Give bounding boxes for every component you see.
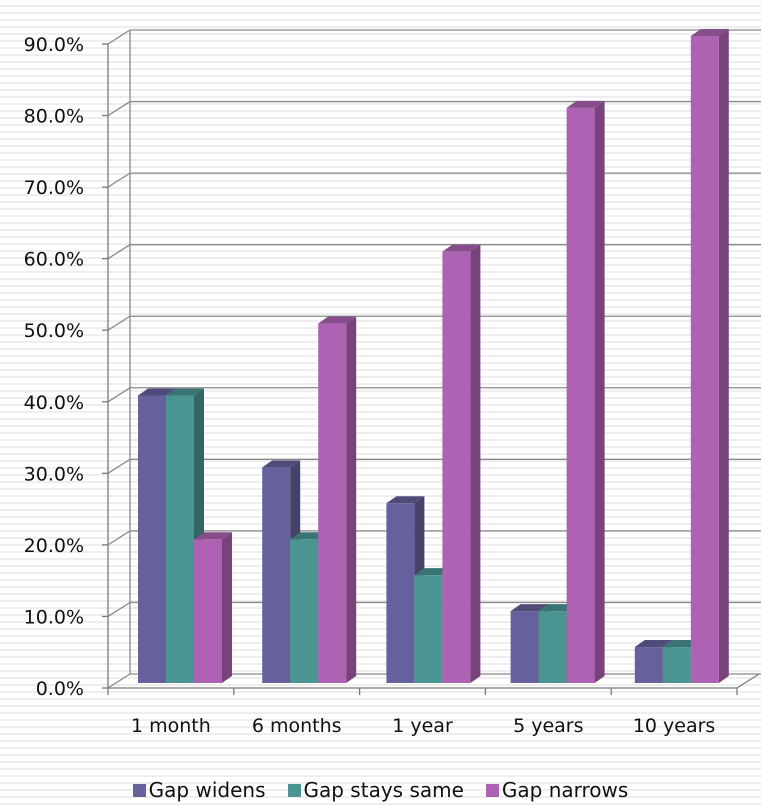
y-tick-label-20-0: 20.0% — [24, 535, 84, 557]
bar-gap-stays-same-10-years-front — [662, 647, 691, 683]
y-tick-label-10-0: 10.0% — [24, 606, 84, 628]
bar-gap-narrows-6-months-front — [318, 323, 347, 683]
bar-gap-narrows-1-year-top — [442, 244, 481, 252]
bar-gap-narrows-10-years-top — [690, 29, 729, 36]
gridline-diag-90-0 — [107, 29, 131, 45]
bar-gap-narrows-1-month-top — [194, 532, 232, 540]
bar-gap-widens-5-years-front — [510, 611, 539, 683]
y-tick-label-0-0: 0.0% — [36, 678, 84, 700]
bar-gap-narrows-10-years — [690, 29, 729, 683]
bar-gap-narrows-5-years-side — [594, 100, 605, 683]
bar-gap-narrows-1-year-side — [470, 244, 481, 683]
x-tick-label-10-years: 10 years — [633, 715, 716, 737]
x-tick-label-6-months: 6 months — [252, 715, 342, 737]
bar-gap-widens-1-month-top — [138, 388, 176, 396]
bar-gap-widens-6-months-front — [262, 467, 291, 683]
bar-gap-narrows-5-years-front — [566, 107, 595, 683]
bar-gap-widens-1-year-top — [386, 496, 425, 504]
x-tick-label-5-years: 5 years — [513, 715, 583, 737]
gridline-diag-60-0 — [107, 244, 131, 260]
bar-gap-narrows-1-month — [194, 532, 232, 683]
gridline-diag-70-0 — [107, 172, 131, 188]
gridline-diag-20-0 — [107, 530, 131, 546]
gridline-diag-30-0 — [107, 458, 131, 474]
y-tick-label-80-0: 80.0% — [24, 106, 84, 128]
bar-gap-stays-same-1-month-top — [166, 388, 204, 396]
bar-gap-stays-same-6-months-front — [290, 539, 319, 683]
bar-gap-narrows-1-year-front — [442, 251, 471, 683]
bar-gap-stays-same-5-years-front — [538, 611, 567, 683]
tick-labels: 0.0% 10.0% 20.0% 30.0% 40.0% 50.0% 60.0% 70.0% 8… — [24, 34, 716, 737]
legend-item-gap-narrows: Gap narrows — [485, 778, 629, 802]
y-tick-label-40-0: 40.0% — [24, 392, 84, 414]
legend: Gap widens Gap stays same Gap narrows — [0, 778, 761, 802]
bar-gap-widens-10-years-top — [634, 640, 673, 648]
legend-label-gap-widens: Gap widens — [148, 778, 266, 802]
y-tick-label-60-0: 60.0% — [24, 249, 84, 271]
bar-gap-narrows-5-years — [566, 100, 605, 683]
legend-swatch-gap-stays-same — [287, 783, 301, 797]
bar-gap-widens-6-months-top — [262, 460, 301, 468]
x-tick-label-1-month: 1 month — [131, 715, 211, 737]
bar-gap-narrows-6-months — [318, 316, 357, 683]
bar-gap-narrows-1-month-front — [194, 539, 222, 683]
bar-gap-narrows-6-months-top — [318, 316, 357, 324]
y-tick-label-50-0: 50.0% — [24, 320, 84, 342]
gridline-diag-10-0 — [107, 601, 131, 617]
bar-gap-widens-5-years-top — [510, 604, 549, 612]
legend-label-gap-narrows: Gap narrows — [501, 778, 629, 802]
bar-gap-narrows-6-months-side — [346, 316, 357, 683]
bar-gap-narrows-1-month-side — [222, 532, 232, 683]
bar-gap-widens-1-month-front — [138, 395, 166, 683]
gridline-diag-50-0 — [107, 315, 131, 331]
bar-gap-widens-1-year-front — [386, 503, 415, 683]
axes — [102, 30, 760, 695]
bar-gap-stays-same-1-year-front — [414, 575, 443, 683]
legend-swatch-gap-narrows — [485, 783, 499, 797]
gridline-diag-0-0 — [107, 673, 131, 689]
bar-gap-narrows-10-years-front — [690, 36, 719, 683]
gridline-diag-80-0 — [107, 101, 131, 117]
bar-gap-narrows-10-years-side — [718, 29, 729, 683]
legend-item-gap-widens: Gap widens — [132, 778, 266, 802]
bars — [138, 29, 729, 683]
bar-gap-widens-10-years-front — [634, 647, 663, 683]
y-tick-label-70-0: 70.0% — [24, 177, 84, 199]
legend-item-gap-stays-same: Gap stays same — [287, 778, 464, 802]
bar-gap-narrows-5-years-top — [566, 100, 605, 108]
bar-gap-narrows-1-year — [442, 244, 481, 683]
legend-swatch-gap-widens — [132, 783, 146, 797]
bar-gap-stays-same-1-month-front — [166, 395, 194, 683]
y-tick-label-30-0: 30.0% — [24, 463, 84, 485]
x-axis-depth-edge — [736, 673, 760, 689]
gridline-diag-40-0 — [107, 387, 131, 403]
y-tick-label-90-0: 90.0% — [24, 34, 84, 56]
x-tick-label-1-year: 1 year — [392, 715, 453, 737]
legend-label-gap-stays-same: Gap stays same — [303, 778, 464, 802]
